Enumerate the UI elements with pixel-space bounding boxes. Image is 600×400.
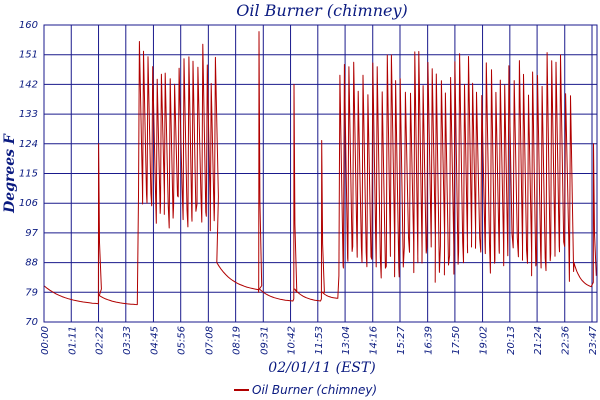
y-axis-label: Degrees F bbox=[2, 133, 18, 214]
x-tick-label: 11:53 bbox=[314, 326, 325, 355]
y-tick-label: 79 bbox=[25, 287, 38, 298]
series-layer bbox=[43, 31, 597, 306]
y-tick-label: 97 bbox=[25, 228, 38, 239]
y-tick-label: 106 bbox=[19, 198, 38, 209]
y-tick-label: 70 bbox=[25, 317, 38, 328]
x-tick-label: 05:56 bbox=[177, 326, 188, 355]
x-tick-label: 20:13 bbox=[506, 326, 517, 355]
x-tick-label: 14:16 bbox=[369, 326, 380, 355]
x-tick-label: 01:11 bbox=[67, 326, 78, 355]
x-tick-label: 09:31 bbox=[259, 326, 270, 355]
x-tick-label: 22:36 bbox=[561, 326, 572, 355]
y-tick-label: 160 bbox=[19, 20, 38, 31]
x-axis-ticks: 00:00 01:11 02:22 03:33 04:45 05:56 07:08 08:19… bbox=[40, 325, 599, 354]
x-tick-label: 02:22 bbox=[95, 326, 106, 355]
y-tick-label: 124 bbox=[19, 139, 38, 150]
y-tick-label: 151 bbox=[19, 50, 38, 61]
x-axis-label: 02/01/11 (EST) bbox=[268, 360, 375, 376]
series-line bbox=[43, 31, 597, 306]
legend-label: Oil Burner (chimney) bbox=[252, 383, 377, 397]
chart-title: Oil Burner (chimney) bbox=[236, 1, 408, 20]
x-tick-label: 13:04 bbox=[341, 326, 352, 355]
y-axis-ticks: 70 79 88 97 106 115 124 133 142 151 160 bbox=[19, 20, 39, 328]
x-tick-label: 16:39 bbox=[424, 326, 435, 355]
y-tick-label: 115 bbox=[19, 169, 38, 180]
x-tick-label: 08:19 bbox=[232, 326, 243, 355]
x-tick-label: 07:08 bbox=[204, 326, 215, 355]
legend: Oil Burner (chimney) bbox=[234, 383, 377, 397]
x-tick-label: 03:33 bbox=[122, 326, 133, 355]
y-tick-label: 142 bbox=[19, 79, 38, 90]
x-tick-label: 15:27 bbox=[396, 325, 407, 354]
x-tick-label: 17:50 bbox=[451, 326, 462, 355]
x-tick-label: 00:00 bbox=[40, 326, 51, 355]
x-tick-label: 04:45 bbox=[149, 326, 160, 355]
y-tick-label: 88 bbox=[25, 258, 38, 269]
x-tick-label: 21:24 bbox=[533, 326, 544, 355]
x-tick-label: 10:42 bbox=[287, 326, 298, 355]
plot-frame bbox=[43, 24, 598, 323]
y-tick-label: 133 bbox=[19, 109, 38, 120]
grid bbox=[44, 25, 597, 322]
x-tick-label: 19:02 bbox=[479, 326, 490, 355]
x-tick-label: 23:47 bbox=[588, 325, 599, 354]
